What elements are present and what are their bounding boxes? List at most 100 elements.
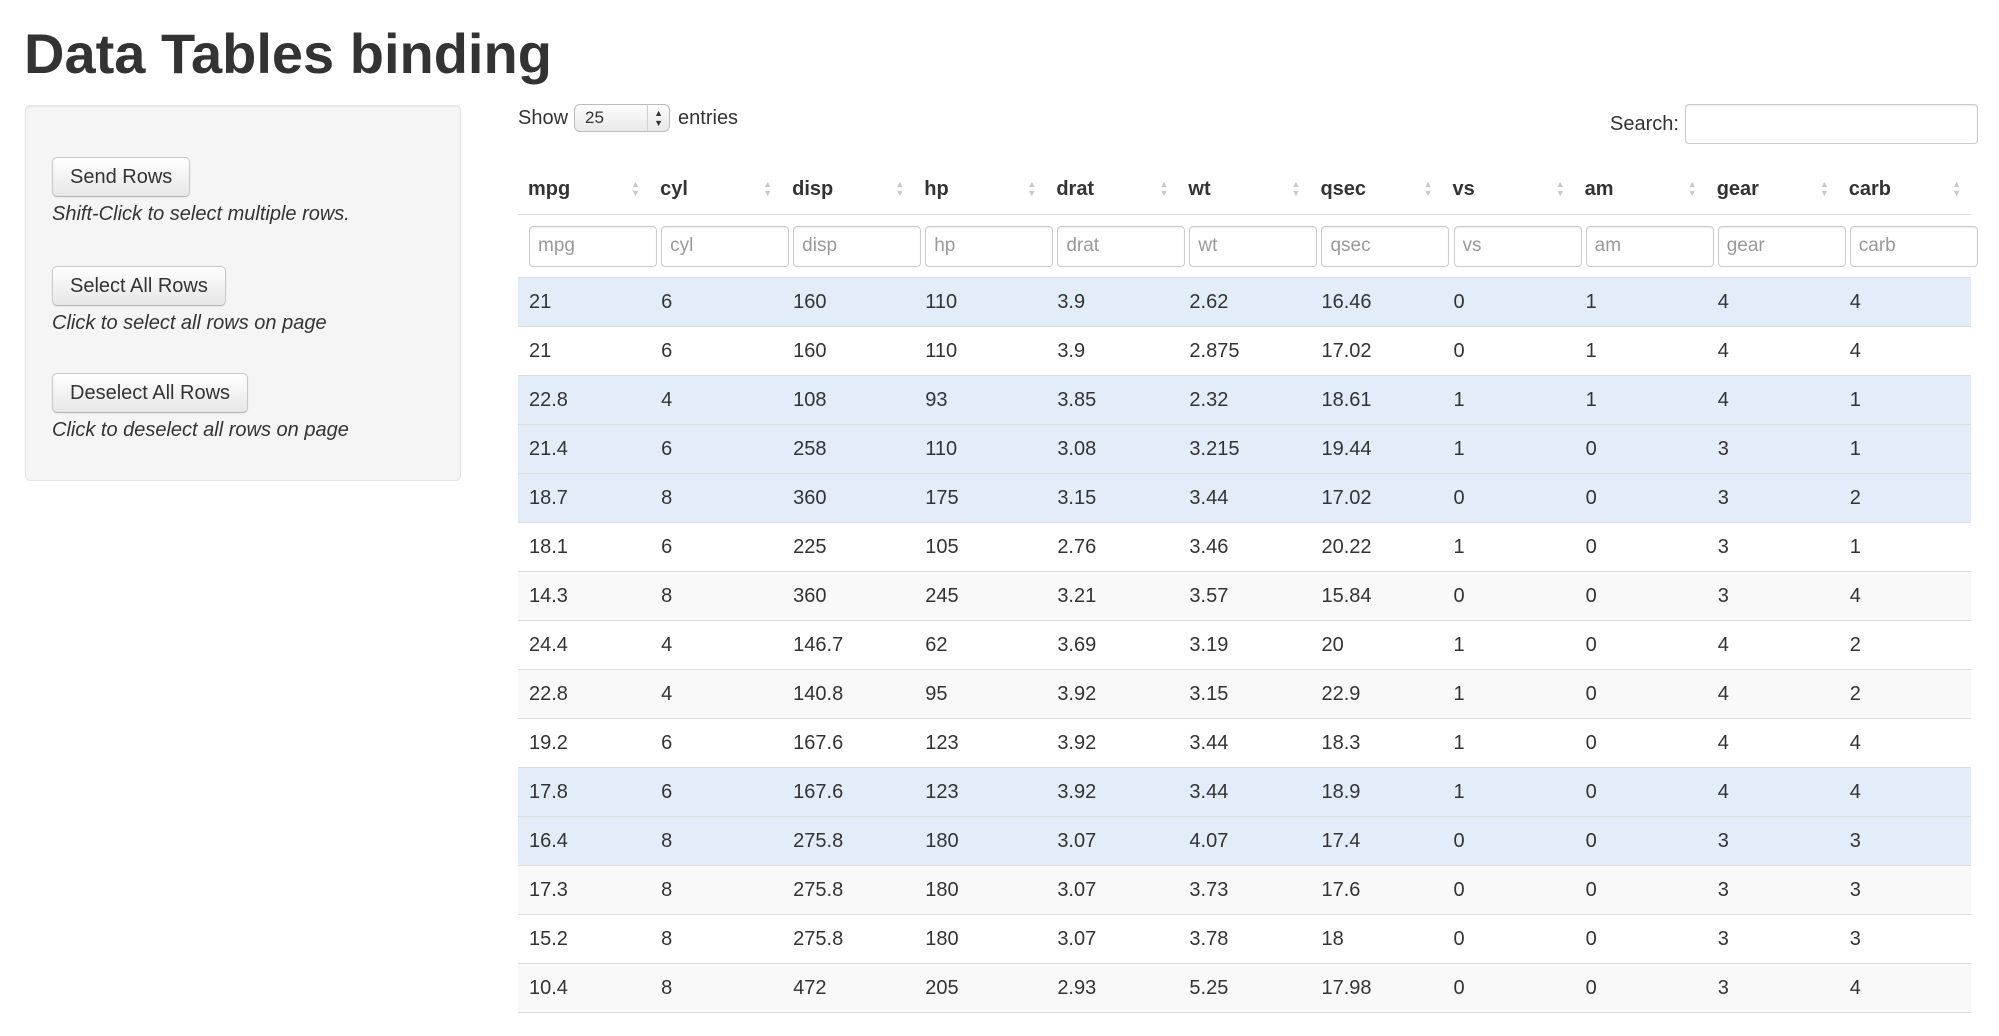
filter-cell	[1046, 215, 1186, 278]
select-all-rows-button[interactable]: Select All Rows	[52, 266, 226, 306]
column-header-am[interactable]: am ▲ ▼	[1574, 164, 1707, 215]
select-all-hint: Click to select all rows on page	[52, 312, 327, 334]
cell-mpg: 17.3	[518, 865, 651, 915]
column-header-qsec[interactable]: qsec ▲ ▼	[1310, 164, 1443, 215]
send-rows-button[interactable]: Send Rows	[52, 157, 191, 197]
cell-carb: 2	[1838, 669, 1971, 719]
cell-disp: 167.6	[782, 718, 915, 768]
cell-qsec: 17.02	[1310, 326, 1443, 376]
table-row[interactable]: 22.8 4 140.8 95 3.92 3.15 22.9 1 0 4 2	[518, 669, 1971, 719]
cell-cyl: 8	[650, 914, 783, 964]
filter-input-disp[interactable]	[793, 225, 922, 267]
table-row[interactable]: 16.4 8 275.8 180 3.07 4.07 17.4 0 0 3 3	[518, 816, 1971, 866]
cell-am: 0	[1574, 914, 1707, 964]
cell-qsec: 17.98	[1310, 963, 1443, 1013]
filter-input-hp[interactable]	[925, 225, 1054, 267]
table-row[interactable]: 22.8 4 108 93 3.85 2.32 18.61 1 1 4 1	[518, 375, 1971, 425]
table-row[interactable]: 18.7 8 360 175 3.15 3.44 17.02 0 0 3 2	[518, 473, 1971, 523]
cell-qsec: 19.44	[1310, 424, 1443, 474]
cell-gear: 3	[1706, 963, 1839, 1013]
column-header-wt[interactable]: wt ▲ ▼	[1178, 164, 1311, 215]
page-length-select[interactable]: 25 ▲ ▼	[574, 104, 671, 132]
cell-drat: 3.07	[1046, 865, 1179, 915]
column-header-label: disp	[792, 177, 834, 200]
cell-mpg: 17.8	[518, 767, 651, 817]
cell-gear: 4	[1706, 326, 1839, 376]
table-row[interactable]: 18.1 6 225 105 2.76 3.46 20.22 1 0 3 1	[518, 522, 1971, 572]
cell-wt: 3.215	[1178, 424, 1311, 474]
cell-hp: 205	[914, 963, 1047, 1013]
cell-hp: 105	[914, 522, 1047, 572]
filter-input-carb[interactable]	[1849, 225, 1978, 267]
table-row[interactable]: 15.2 8 275.8 180 3.07 3.78 18 0 0 3 3	[518, 914, 1971, 964]
column-header-label: drat	[1056, 177, 1095, 200]
cell-gear: 4	[1706, 767, 1839, 817]
column-header-label: hp	[924, 177, 949, 200]
filter-input-qsec[interactable]	[1321, 225, 1450, 267]
cell-disp: 275.8	[782, 914, 915, 964]
column-header-hp[interactable]: hp ▲ ▼	[914, 164, 1047, 215]
cell-am: 0	[1574, 669, 1707, 719]
column-header-label: mpg	[528, 177, 571, 200]
table-row[interactable]: 19.2 6 167.6 123 3.92 3.44 18.3 1 0 4 4	[518, 718, 1971, 768]
column-header-gear[interactable]: gear ▲ ▼	[1706, 164, 1839, 215]
filter-cell	[650, 215, 790, 278]
cell-am: 0	[1574, 424, 1707, 474]
cell-qsec: 18	[1310, 914, 1443, 964]
table-row[interactable]: 14.3 8 360 245 3.21 3.57 15.84 0 0 3 4	[518, 571, 1971, 621]
table-row[interactable]: 17.8 6 167.6 123 3.92 3.44 18.9 1 0 4 4	[518, 767, 1971, 817]
cell-vs: 0	[1442, 326, 1575, 376]
search-input[interactable]	[1684, 104, 1978, 144]
table-row[interactable]: 21.4 6 258 110 3.08 3.215 19.44 1 0 3 1	[518, 424, 1971, 474]
cell-mpg: 16.4	[518, 816, 651, 866]
filter-input-wt[interactable]	[1189, 225, 1318, 267]
cell-drat: 3.92	[1046, 718, 1179, 768]
cell-disp: 108	[782, 375, 915, 425]
table-row[interactable]: 10.4 8 472 205 2.93 5.25 17.98 0 0 3 4	[518, 963, 1971, 1013]
table-row[interactable]: 24.4 4 146.7 62 3.69 3.19 20 1 0 4 2	[518, 620, 1971, 670]
filter-input-vs[interactable]	[1453, 225, 1582, 267]
cell-mpg: 21	[518, 277, 651, 327]
cell-hp: 180	[914, 816, 1047, 866]
cell-hp: 245	[914, 571, 1047, 621]
column-header-cyl[interactable]: cyl ▲ ▼	[650, 164, 783, 215]
filter-input-mpg[interactable]	[529, 225, 657, 267]
cell-qsec: 22.9	[1310, 669, 1443, 719]
cell-carb: 1	[1838, 522, 1971, 572]
deselect-all-hint: Click to deselect all rows on page	[52, 419, 349, 441]
cell-wt: 3.78	[1178, 914, 1311, 964]
search-control: Search:	[1610, 104, 1978, 144]
cell-disp: 140.8	[782, 669, 915, 719]
cell-vs: 1	[1442, 424, 1575, 474]
table-row[interactable]: 21 6 160 110 3.9 2.875 17.02 0 1 4 4	[518, 326, 1971, 376]
table-row[interactable]: 21 6 160 110 3.9 2.62 16.46 0 1 4 4	[518, 277, 1971, 327]
cell-drat: 3.69	[1046, 620, 1179, 670]
cell-hp: 95	[914, 669, 1047, 719]
cell-disp: 275.8	[782, 865, 915, 915]
cell-hp: 180	[914, 914, 1047, 964]
filter-input-gear[interactable]	[1717, 225, 1846, 267]
cell-vs: 0	[1442, 816, 1575, 866]
deselect-all-group: Deselect All Rows Click to deselect all …	[52, 373, 349, 442]
column-header-vs[interactable]: vs ▲ ▼	[1442, 164, 1575, 215]
sort-both-icon: ▲ ▼	[1952, 179, 1961, 198]
column-header-carb[interactable]: carb ▲ ▼	[1838, 164, 1971, 215]
cell-disp: 167.6	[782, 767, 915, 817]
cell-carb: 4	[1838, 571, 1971, 621]
cell-cyl: 4	[650, 620, 783, 670]
cell-mpg: 19.2	[518, 718, 651, 768]
filter-input-cyl[interactable]	[661, 225, 790, 267]
sort-both-icon: ▲ ▼	[1687, 179, 1697, 198]
send-rows-group: Send Rows Shift-Click to select multiple…	[52, 157, 350, 226]
table-row[interactable]: 17.3 8 275.8 180 3.07 3.73 17.6 0 0 3 3	[518, 865, 1971, 915]
filter-input-drat[interactable]	[1057, 225, 1186, 267]
cell-mpg: 18.1	[518, 522, 651, 572]
column-header-mpg[interactable]: mpg ▲ ▼	[518, 164, 651, 215]
column-header-disp[interactable]: disp ▲ ▼	[782, 164, 915, 215]
filter-input-am[interactable]	[1585, 225, 1714, 267]
column-header-drat[interactable]: drat ▲ ▼	[1046, 164, 1179, 215]
cell-gear: 4	[1706, 277, 1839, 327]
deselect-all-rows-button[interactable]: Deselect All Rows	[52, 373, 249, 413]
cell-drat: 3.85	[1046, 375, 1179, 425]
filter-row	[518, 215, 1978, 278]
